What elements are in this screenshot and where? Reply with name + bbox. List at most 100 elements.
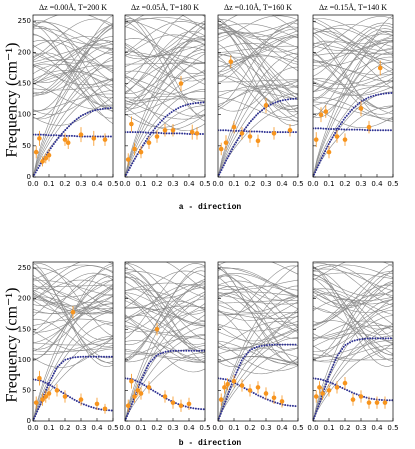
band-curve	[125, 271, 205, 298]
band-curve	[125, 270, 205, 308]
band-curve	[33, 36, 113, 177]
y-tick-label: 200	[18, 295, 31, 303]
band-curve	[218, 60, 298, 110]
band-curve	[33, 267, 113, 309]
data-point	[40, 159, 45, 164]
plot-area	[218, 262, 298, 421]
x-tick-label: 0.1	[43, 180, 54, 188]
band-curve	[218, 267, 298, 364]
band-curve	[125, 51, 205, 64]
band-curve	[218, 52, 298, 177]
band-curve	[313, 326, 393, 421]
data-point	[43, 156, 49, 161]
band-curve	[313, 272, 393, 360]
plot-area	[33, 15, 113, 177]
band-curve	[218, 32, 298, 113]
band-curve	[33, 342, 113, 346]
band-curve	[125, 74, 205, 177]
band-curve	[125, 70, 205, 107]
band-curve	[218, 285, 298, 333]
x-tick-label: 0.1	[135, 424, 146, 432]
band-curve	[313, 280, 393, 359]
band-curve	[218, 15, 298, 33]
x-tick-label: 0.3	[260, 424, 271, 432]
x-tick-label: 0.0	[27, 180, 38, 188]
panel-title: Δz =0.15Å, T=140 K	[319, 3, 387, 12]
data-point	[43, 394, 49, 399]
band-curve	[313, 264, 393, 278]
band-curve	[125, 15, 205, 117]
band-curve	[218, 66, 298, 177]
data-point	[313, 137, 319, 142]
band-curve	[218, 55, 298, 112]
band-curve	[33, 295, 113, 347]
data-point	[377, 65, 383, 71]
band-curve	[313, 32, 393, 121]
band-curve	[218, 25, 298, 107]
band-curve	[125, 284, 205, 319]
band-curve	[313, 344, 393, 362]
data-point	[320, 391, 325, 396]
band-curve	[125, 49, 205, 177]
data-point	[78, 397, 84, 402]
data-point	[231, 378, 237, 384]
band-curve	[33, 335, 113, 421]
band-curve	[313, 52, 393, 62]
band-curve	[125, 315, 205, 356]
data-point	[326, 149, 332, 155]
x-tick-label: 0.3	[355, 424, 366, 432]
band-curve	[313, 105, 393, 177]
band-curve	[125, 96, 205, 105]
band-curve	[218, 291, 298, 297]
band-curve	[33, 24, 113, 119]
data-point	[239, 383, 245, 388]
data-point	[135, 388, 141, 393]
y-tick-label: 150	[18, 325, 31, 333]
y-tick-label: 250	[18, 17, 31, 25]
x-tick-label: 0.1	[43, 424, 54, 432]
band-curve	[218, 300, 298, 304]
x-tick-label: 0.3	[167, 424, 178, 432]
band-curve	[218, 320, 298, 332]
band-curve	[218, 308, 298, 368]
y-tick-label: 50	[22, 142, 31, 150]
data-point	[129, 378, 134, 384]
x-tick-label: 0.0	[307, 180, 318, 188]
band-curve	[125, 309, 205, 421]
band-curve	[125, 20, 205, 74]
data-point	[342, 380, 348, 386]
band-curve	[125, 292, 205, 318]
x-tick-label: 0.5	[107, 424, 118, 432]
band-curve	[33, 44, 113, 83]
band-curve	[33, 264, 113, 280]
band-curve	[313, 51, 393, 177]
band-curve	[33, 90, 113, 177]
y-tick-label: 100	[18, 356, 31, 364]
x-tick-label: 0.3	[167, 180, 178, 188]
x-tick-label: 0.1	[228, 180, 239, 188]
band-curve	[33, 39, 113, 74]
band-curve	[33, 284, 113, 288]
band-curve	[313, 16, 393, 55]
band-curve	[125, 282, 205, 291]
x-tick-label: 0.4	[371, 180, 383, 188]
x-tick-label: 0.2	[339, 424, 350, 432]
data-point	[94, 401, 100, 407]
band-curve	[125, 263, 205, 340]
x-tick-label: 0.2	[151, 424, 162, 432]
x-tick-label: 0.4	[276, 180, 288, 188]
calc-curve	[33, 378, 113, 412]
x-tick-label: 0.0	[119, 180, 130, 188]
band-curve	[313, 264, 393, 299]
band-curve	[218, 22, 298, 126]
band-curve	[125, 292, 205, 325]
band-curve	[218, 84, 298, 105]
band-curve	[33, 47, 113, 63]
band-curve	[125, 18, 205, 40]
data-point	[132, 394, 137, 399]
x-tick-label: 0.5	[292, 180, 303, 188]
band-curve	[33, 56, 113, 120]
row-label: b - direction	[179, 439, 242, 448]
band-curve	[313, 61, 393, 177]
y-axis-label: Frequency (cm⁻¹)	[4, 43, 21, 158]
